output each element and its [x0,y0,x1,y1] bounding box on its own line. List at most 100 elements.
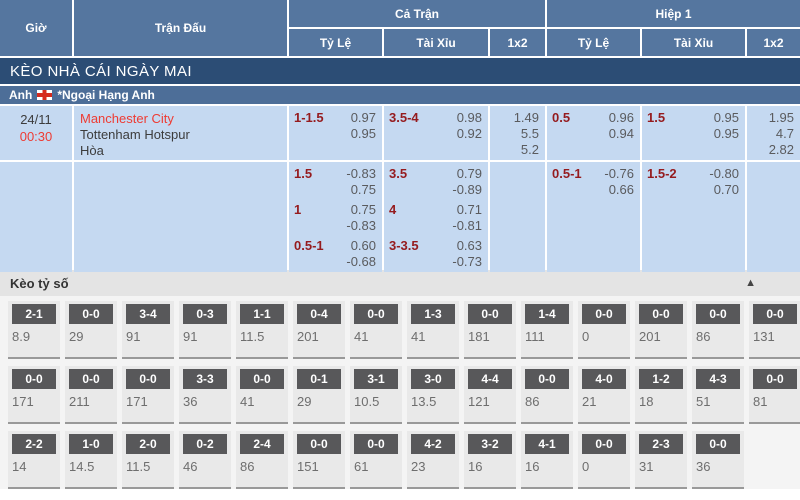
odds-cell-ft-1x2[interactable]: 1.49 5.5 5.2 [490,106,545,160]
score-odds-cell[interactable]: 4-3 51 [692,366,744,424]
score-odds-cell[interactable]: 4-2 23 [407,431,459,489]
score-odds-cell[interactable]: 0-0 41 [350,301,402,359]
score-odds-cell[interactable]: 3-1 10.5 [350,366,402,424]
odds-value[interactable]: -0.81 [452,218,482,233]
odds-value[interactable]: 0.70 [713,182,739,197]
score-odds-cell[interactable]: 2-3 31 [635,431,687,489]
odds-value[interactable]: 0.95 [350,126,376,141]
odds-value[interactable]: 1.49 [513,110,539,125]
odds-cell-h1-overunder[interactable]: 1.5 0.95 0.95 [642,106,745,160]
odds-value[interactable]: 0.95 [713,126,739,141]
score-odds-cell[interactable]: 0-0 171 [8,366,60,424]
score-odds-cell[interactable]: 0-0 29 [65,301,117,359]
odds-cell-empty [490,162,545,200]
score-row: 0-0 171 0-0 211 0-0 171 3-3 36 0-0 41 0-1 29 3-1 10.5… [8,366,800,424]
odds-cell-ft-handicap[interactable]: 1-1.5 0.97 0.95 [289,106,382,160]
score-odds-value: 171 [12,394,34,409]
odds-value[interactable]: 0.94 [608,126,634,141]
odds-value[interactable]: 0.75 [350,202,376,217]
odds-value[interactable]: -0.83 [346,166,376,181]
score-odds-cell[interactable]: 3-0 13.5 [407,366,459,424]
odds-value[interactable]: 5.2 [520,142,539,157]
league-country: Anh [9,88,33,102]
score-odds-cell[interactable]: 0-0 131 [749,301,800,359]
score-odds-value: 171 [126,394,148,409]
odds-value[interactable]: 5.5 [520,126,539,141]
odds-cell-ft-overunder[interactable]: 4 0.71 -0.81 [384,198,488,236]
correct-score-header[interactable]: Kèo tỷ số ▲ [0,270,800,296]
odds-value[interactable]: 0.63 [456,238,482,253]
odds-cell-ft-handicap[interactable]: 0.5-1 0.60 -0.68 [289,234,382,272]
score-odds-cell[interactable]: 1-0 14.5 [65,431,117,489]
score-odds-cell[interactable]: 1-2 18 [635,366,687,424]
score-label: 0-0 [582,304,626,324]
match-row-alt: 1.5 -0.83 0.75 3.5 0.79 -0.89 0.5-1 -0.7… [0,162,800,200]
odds-value[interactable]: 0.95 [713,110,739,125]
odds-cell-ft-handicap[interactable]: 1 0.75 -0.83 [289,198,382,236]
score-odds-value: 11.5 [126,459,151,474]
odds-value[interactable]: 0.98 [456,110,482,125]
score-odds-cell[interactable]: 4-4 121 [464,366,516,424]
odds-cell-ft-overunder[interactable]: 3-3.5 0.63 -0.73 [384,234,488,272]
score-odds-cell[interactable]: 0-0 151 [293,431,345,489]
odds-value[interactable]: -0.68 [346,254,376,269]
score-odds-cell[interactable]: 2-1 8.9 [8,301,60,359]
odds-cell-ft-handicap[interactable]: 1.5 -0.83 0.75 [289,162,382,200]
score-odds-cell[interactable]: 0-0 171 [122,366,174,424]
odds-value[interactable]: 0.92 [456,126,482,141]
score-odds-value: 10.5 [354,394,380,409]
score-odds-cell[interactable]: 0-0 0 [578,431,630,489]
score-odds-cell[interactable]: 0-0 201 [635,301,687,359]
odds-cell-h1-handicap[interactable]: 0.5-1 -0.76 0.66 [547,162,640,200]
score-odds-cell[interactable]: 1-1 11.5 [236,301,288,359]
score-odds-cell[interactable]: 4-0 21 [578,366,630,424]
score-odds-cell[interactable]: 3-2 16 [464,431,516,489]
odds-value[interactable]: 0.60 [350,238,376,253]
odds-cell-h1-overunder[interactable]: 1.5-2 -0.80 0.70 [642,162,745,200]
score-odds-cell[interactable]: 0-1 29 [293,366,345,424]
odds-value[interactable]: 0.66 [608,182,634,197]
score-odds-cell[interactable]: 0-4 201 [293,301,345,359]
odds-value[interactable]: 0.96 [608,110,634,125]
odds-value[interactable]: -0.80 [709,166,739,181]
score-odds-cell[interactable]: 1-3 41 [407,301,459,359]
odds-value[interactable]: 0.75 [350,182,376,197]
score-odds-cell[interactable]: 0-0 81 [749,366,800,424]
odds-value[interactable]: 1.95 [768,110,794,125]
score-odds-cell[interactable]: 1-4 111 [521,301,573,359]
score-odds-cell[interactable]: 4-1 16 [521,431,573,489]
score-odds-cell[interactable]: 0-0 86 [692,301,744,359]
odds-value[interactable]: 4.7 [775,126,794,141]
odds-cell-ft-overunder[interactable]: 3.5 0.79 -0.89 [384,162,488,200]
odds-value[interactable]: 0.97 [350,110,376,125]
score-odds-cell[interactable]: 0-0 211 [65,366,117,424]
score-odds-cell[interactable]: 3-4 91 [122,301,174,359]
odds-value[interactable]: 2.82 [768,142,794,157]
odds-cell-ft-overunder[interactable]: 3.5-4 0.98 0.92 [384,106,488,160]
odds-value[interactable]: -0.73 [452,254,482,269]
score-odds-cell[interactable]: 0-0 181 [464,301,516,359]
score-odds-cell[interactable]: 0-0 86 [521,366,573,424]
score-odds-cell[interactable]: 0-2 46 [179,431,231,489]
score-odds-cell[interactable]: 0-0 61 [350,431,402,489]
odds-cell-h1-handicap[interactable]: 0.5 0.96 0.94 [547,106,640,160]
score-odds-cell[interactable]: 0-0 36 [692,431,744,489]
score-odds-value: 21 [582,394,597,409]
score-odds-cell[interactable]: 0-0 41 [236,366,288,424]
score-odds-cell[interactable]: 2-4 86 [236,431,288,489]
score-odds-cell[interactable]: 0-3 91 [179,301,231,359]
score-label: 1-0 [69,434,113,454]
odds-value[interactable]: -0.83 [346,218,376,233]
odds-cell-h1-1x2[interactable]: 1.95 4.7 2.82 [747,106,800,160]
odds-value[interactable]: -0.89 [452,182,482,197]
score-odds-cell[interactable]: 0-0 0 [578,301,630,359]
header-time: Giờ [0,0,72,56]
score-odds-cell[interactable]: 2-0 11.5 [122,431,174,489]
odds-value[interactable]: 0.71 [456,202,482,217]
score-odds-cell[interactable]: 3-3 36 [179,366,231,424]
collapse-triangle-icon[interactable]: ▲ [745,277,756,289]
odds-value[interactable]: 0.79 [456,166,482,181]
odds-value[interactable]: -0.76 [604,166,634,181]
league-bar[interactable]: Anh *Ngoại Hạng Anh [0,86,800,104]
score-odds-cell[interactable]: 2-2 14 [8,431,60,489]
